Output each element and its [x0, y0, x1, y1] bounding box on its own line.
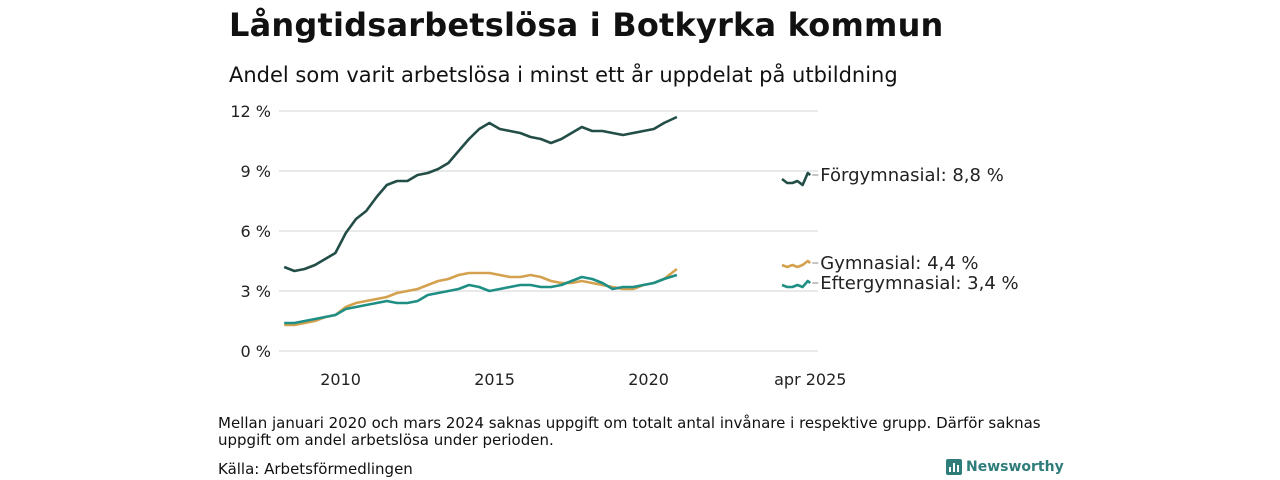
y-tick-label: 12 %	[230, 102, 271, 121]
series-line-eftergymnasial	[284, 273, 678, 325]
series-line-förgymnasial	[283, 115, 678, 273]
y-axis-ticks: 0 % 3 % 6 % 9 % 12 %	[230, 102, 271, 361]
series-lines	[283, 115, 812, 327]
series-end-label: Eftergymnasial: 3,4 %	[820, 273, 1018, 294]
y-tick-label: 6 %	[241, 222, 271, 241]
gridlines	[279, 110, 818, 352]
y-tick-label: 3 %	[241, 282, 271, 301]
x-tick-label: 2010	[320, 370, 361, 389]
series-end-line-eftergymnasial	[781, 279, 812, 289]
x-axis-ticks: 2010 2015 2020 apr 2025	[320, 370, 846, 389]
series-end-line-gymnasial	[781, 259, 812, 269]
y-tick-label: 0 %	[241, 342, 271, 361]
source-note: Källa: Arbetsförmedlingen	[218, 460, 413, 478]
series-line-gymnasial	[284, 267, 678, 327]
y-tick-label: 9 %	[241, 162, 271, 181]
line-chart: 0 % 3 % 6 % 9 % 12 % 2010 2015 2020 apr 2025 Fö…	[230, 102, 1019, 389]
chart-title: Långtidsarbetslösa i Botkyrka kommun	[229, 6, 944, 44]
footnote: Mellan januari 2020 och mars 2024 saknas…	[218, 414, 1041, 449]
x-tick-label: 2020	[628, 370, 669, 389]
series-end-label: Gymnasial: 4,4 %	[820, 253, 978, 274]
newsworthy-logo[interactable]: Newsworthy	[946, 459, 1064, 475]
series-end-line-förgymnasial	[781, 171, 812, 187]
series-end-label: Förgymnasial: 8,8 %	[820, 165, 1004, 186]
chart-subtitle: Andel som varit arbetslösa i minst ett å…	[229, 63, 898, 87]
series-end-labels: Förgymnasial: 8,8 % Gymnasial: 4,4 %Efter…	[812, 165, 1019, 294]
bar-chart-icon	[946, 459, 962, 475]
x-tick-label: apr 2025	[774, 370, 846, 389]
brand-name: Newsworthy	[966, 459, 1064, 475]
x-tick-label: 2015	[474, 370, 515, 389]
